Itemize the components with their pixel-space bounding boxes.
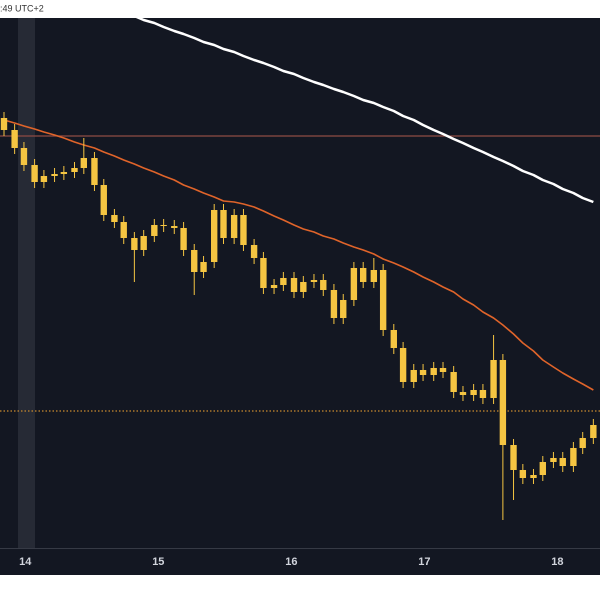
candle-body [71,168,78,172]
x-tick-label: 16 [285,556,297,568]
candle-body [220,210,227,238]
candle-body [111,215,118,222]
candle-body [51,174,58,176]
candle-body [60,172,68,174]
x-tick-label: 17 [418,556,430,568]
time-label: :49 UTC+2 [0,3,44,13]
candle-body [20,148,28,165]
candle-body [530,475,537,478]
plot-background [0,18,600,548]
x-axis-band [0,548,600,575]
candle-body [210,210,218,262]
candle-body [171,226,178,228]
candle-body [490,360,497,398]
candle-body [0,118,8,130]
candle-body [80,158,88,168]
candle-body [320,280,327,290]
candle-body [439,368,447,372]
candle-body [100,185,107,215]
x-tick-label: 14 [19,556,32,568]
candle-body [120,222,127,238]
candle-body [499,360,507,445]
candle-body [379,270,387,330]
candle-body [510,445,517,470]
candle-body [479,390,487,398]
candle-body [390,330,397,348]
header-strip [0,0,600,18]
candle-body [370,270,378,282]
candle-body [270,285,278,288]
x-tick-label: 18 [551,556,563,568]
candle-body [230,215,238,238]
candle-body [399,348,407,382]
candle-body [300,282,307,292]
candle-body [550,458,557,462]
candle-body [350,268,358,300]
candle-body [140,236,147,250]
candle-body [450,372,457,392]
candle-body [131,238,138,250]
candle-body [91,158,98,185]
candle-body [200,262,207,272]
candle-body [180,228,187,250]
x-axis: 14 15 16 17 18 [19,556,563,568]
x-tick-label: 15 [152,556,164,568]
footer-strip [0,575,600,600]
candle-body [280,278,287,285]
candle-body [470,390,477,395]
candle-body [539,462,546,475]
candle-body [151,225,158,236]
candle-body [290,278,298,292]
moving-average-line [3,119,594,391]
candle-body [459,392,467,395]
session-band [18,18,35,548]
candle-body [590,425,597,438]
moving-average-line [135,18,594,204]
candle-body [250,245,258,258]
candle-body [260,258,267,288]
plot-area [0,18,600,520]
candle-body [330,290,338,318]
candle-body [31,165,38,182]
candle-body [310,280,318,282]
candle-body [360,268,367,282]
candle-body [191,250,198,272]
candle-body [160,225,167,226]
candle-body [570,448,577,466]
candle-body [579,438,586,448]
candle-body [340,300,347,318]
candle-body [240,215,247,245]
candle-body [410,370,417,382]
candle-body [40,176,48,182]
candle-body [519,470,527,478]
candle-body [419,370,427,375]
candle-body [11,130,18,148]
candle-body [430,368,437,375]
candle-body [559,458,566,466]
